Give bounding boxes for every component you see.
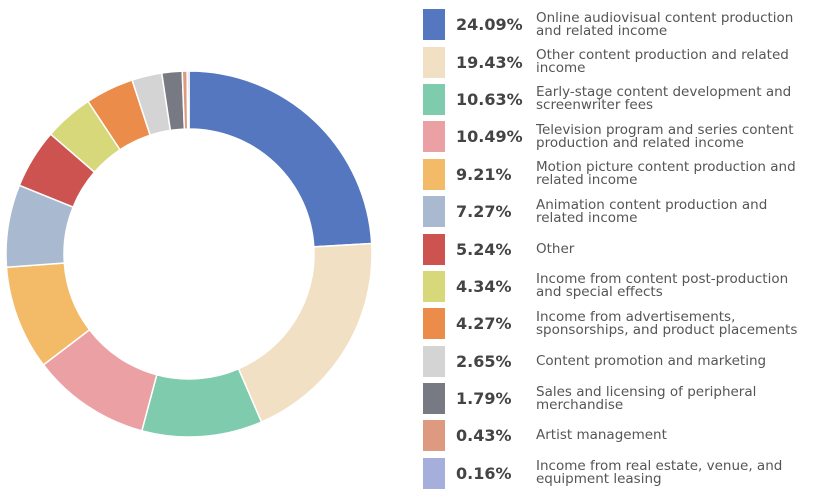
legend-swatch <box>423 420 445 452</box>
legend-value: 7.27% <box>456 202 512 222</box>
legend-label: Income from real estate, venue, and equi… <box>536 458 783 488</box>
legend-item: 7.27% Animation content production and re… <box>423 193 813 230</box>
legend-label: Sales and licensing of peripheral mercha… <box>536 383 757 413</box>
legend-swatch <box>423 83 445 115</box>
legend-value: 2.65% <box>456 351 512 371</box>
legend-value: 10.63% <box>456 89 523 109</box>
legend-item: 19.43% Other content production and relat… <box>423 43 813 80</box>
legend-value: 19.43% <box>456 52 523 72</box>
legend-value: 24.09% <box>456 15 523 35</box>
legend-swatch <box>423 46 445 78</box>
legend-label: Other <box>536 240 575 257</box>
legend-value: 5.24% <box>456 239 512 259</box>
legend-item: 0.16% Income from real estate, venue, and… <box>423 455 813 492</box>
donut-slice <box>237 242 373 424</box>
legend-item: 2.65% Content promotion and marketing <box>423 343 813 380</box>
chart <box>5 70 373 438</box>
legend-item: 0.43% Artist management <box>423 417 813 454</box>
legend-label: Artist management <box>536 427 667 444</box>
legend-item: 5.24% Other <box>423 230 813 267</box>
legend-swatch <box>423 383 445 415</box>
legend-item: 10.63% Early-stage content development an… <box>423 81 813 118</box>
legend-item: 9.21% Motion picture content production a… <box>423 156 813 193</box>
legend-value: 1.79% <box>456 389 512 409</box>
legend-swatch <box>423 308 445 340</box>
legend-value: 4.34% <box>456 276 512 296</box>
legend-label: Income from content post-production and … <box>536 271 789 301</box>
legend-item: 4.34% Income from content post-production… <box>423 268 813 305</box>
legend-swatch <box>423 9 445 41</box>
legend-swatch <box>423 121 445 153</box>
legend-swatch <box>423 233 445 265</box>
donut-slice <box>140 367 263 438</box>
donut-slice <box>186 70 190 130</box>
legend-value: 10.49% <box>456 127 523 147</box>
legend-swatch <box>423 457 445 489</box>
legend-item: 1.79% Sales and licensing of peripheral m… <box>423 380 813 417</box>
legend-swatch <box>423 345 445 377</box>
legend-label: Motion picture content production and re… <box>536 159 796 189</box>
legend-value: 0.16% <box>456 463 512 483</box>
legend-value: 0.43% <box>456 426 512 446</box>
legend-value: 4.27% <box>456 314 512 334</box>
legend-item: 10.49% Television program and series cont… <box>423 118 813 155</box>
legend-item: 4.27% Income from advertisements, sponsor… <box>423 305 813 342</box>
legend-swatch <box>423 270 445 302</box>
legend: 24.09% Online audiovisual content product… <box>423 6 813 492</box>
legend-label: Early-stage content development and scre… <box>536 84 792 114</box>
legend-item: 24.09% Online audiovisual content product… <box>423 6 813 43</box>
legend-label: Content promotion and marketing <box>536 352 767 369</box>
legend-label: Other content production and related inc… <box>536 47 789 77</box>
donut-slice <box>188 70 373 248</box>
legend-label: Online audiovisual content production an… <box>536 9 794 39</box>
legend-swatch <box>423 158 445 190</box>
legend-swatch <box>423 196 445 228</box>
legend-value: 9.21% <box>456 164 512 184</box>
legend-label: Income from advertisements, sponsorships… <box>536 308 798 338</box>
legend-label: Animation content production and related… <box>536 196 768 226</box>
legend-label: Television program and series content pr… <box>536 121 794 151</box>
